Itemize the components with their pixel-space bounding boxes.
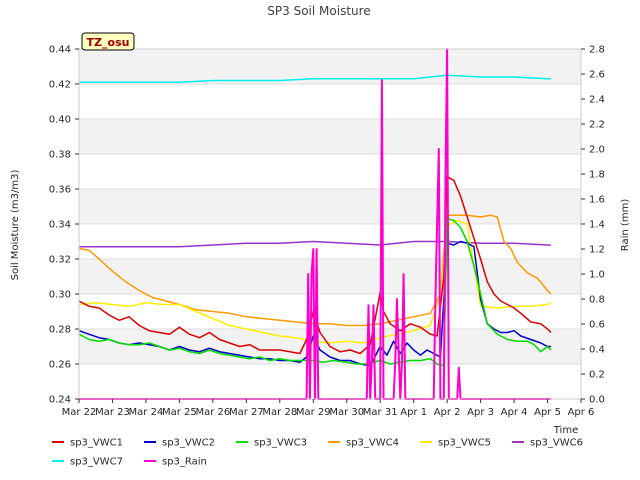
site-tag-box [81, 32, 135, 51]
plot-band [79, 119, 581, 154]
series-layer [78, 48, 552, 400]
site-tag-label: TZ_osu [87, 36, 130, 49]
y-tick-label: 0.30 [49, 290, 71, 301]
legend-item-sp3-vwc5: sp3_VWC5 [420, 438, 491, 449]
y-tick-label: 0.38 [49, 150, 71, 161]
x-tick-label: Mar 30 [329, 407, 364, 418]
x-tick-label: Apr 3 [467, 407, 494, 418]
y2-axis-label: Rain (mm) [620, 199, 631, 252]
y2-tick-label: 2.2 [589, 120, 605, 131]
y2-tick-label: 2.0 [589, 145, 605, 156]
y2-tick-label: 1.8 [589, 170, 605, 181]
legend-label: sp3_VWC7 [70, 457, 123, 468]
x-tick-label: Apr 2 [434, 407, 461, 418]
x-tick-label: Apr 4 [501, 407, 528, 418]
x-tick-label: Apr 5 [534, 407, 561, 418]
legend: sp3_VWC1 sp3_VWC2 sp3_VWC3 sp3_VWC4 sp3_VWC5… [52, 438, 583, 468]
legend-label: sp3_VWC2 [162, 438, 215, 449]
y2-tick-label: 1.4 [589, 220, 605, 231]
x-tick-label: Apr 6 [568, 407, 595, 418]
y-axis-right: 0.0 0.2 0.4 0.6 0.8 1.0 1.2 1.4 1.6 1.8 2.0 2.2 2.4 2… [581, 45, 605, 406]
x-tick-label: Mar 31 [363, 407, 398, 418]
y-tick-label: 0.28 [49, 325, 71, 336]
legend-item-sp3-vwc1: sp3_VWC1 [52, 438, 123, 449]
chart-title: SP3 Soil Moisture [267, 4, 370, 18]
plot-band [79, 189, 581, 224]
y2-tick-label: 2.6 [589, 70, 605, 81]
legend-item-sp3-vwc2: sp3_VWC2 [144, 438, 215, 449]
series-line-sp3-vwc3 [78, 217, 552, 367]
x-tick-label: Mar 29 [296, 407, 331, 418]
y-tick-label: 0.26 [49, 360, 71, 371]
y-tick-label: 0.24 [49, 395, 71, 406]
y2-tick-label: 1.2 [589, 245, 605, 256]
y2-tick-label: 1.0 [589, 270, 605, 281]
series-line-sp3-vwc7 [79, 74, 551, 84]
legend-label: sp3_Rain [162, 457, 207, 468]
y-tick-label: 0.34 [49, 220, 71, 231]
x-tick-label: Mar 25 [162, 407, 197, 418]
legend-label: sp3_VWC6 [530, 438, 583, 449]
y-axis-left: 0.24 0.26 0.28 0.30 0.32 0.34 0.36 0.38 0.40 0.42… [49, 45, 79, 406]
legend-item-sp3-rain: sp3_Rain [144, 457, 207, 468]
y-tick-label: 0.40 [49, 115, 71, 126]
y2-tick-label: 0.6 [589, 320, 605, 331]
x-tick-label: Mar 26 [195, 407, 230, 418]
site-tag: TZ_osu [81, 32, 135, 51]
series-line-sp3-vwc6 [79, 240, 551, 248]
legend-label: sp3_VWC1 [70, 438, 123, 449]
y-tick-label: 0.32 [49, 255, 71, 266]
x-tick-label: Mar 22 [62, 407, 97, 418]
series-line-sp3-vwc5 [78, 219, 552, 344]
legend-label: sp3_VWC4 [346, 438, 399, 449]
legend-item-sp3-vwc6: sp3_VWC6 [512, 438, 583, 449]
x-tick-label: Mar 24 [129, 407, 164, 418]
series-line-sp3-rain [79, 48, 551, 400]
legend-item-sp3-vwc3: sp3_VWC3 [236, 438, 307, 449]
y2-tick-label: 0.8 [589, 295, 605, 306]
series-line-sp3-vwc4 [78, 214, 552, 327]
series-line-sp3-vwc1 [78, 176, 552, 355]
x-axis-label: Time [553, 425, 578, 436]
x-tick-label: Mar 28 [262, 407, 297, 418]
legend-label: sp3_VWC3 [254, 438, 307, 449]
legend-item-sp3-vwc4: sp3_VWC4 [328, 438, 399, 449]
y2-tick-label: 1.6 [589, 195, 605, 206]
y-tick-label: 0.44 [49, 45, 71, 56]
x-tick-label: Mar 27 [229, 407, 264, 418]
y2-tick-label: 2.8 [589, 45, 605, 56]
y2-tick-label: 0.2 [589, 370, 605, 381]
y2-tick-label: 0.4 [589, 345, 605, 356]
legend-item-sp3-vwc7: sp3_VWC7 [52, 457, 123, 468]
y-axis-label: Soil Moisture (m3/m3) [10, 170, 21, 281]
y-tick-label: 0.42 [49, 80, 71, 91]
x-tick-label: Mar 23 [95, 407, 130, 418]
x-tick-label: Apr 1 [400, 407, 427, 418]
y2-tick-label: 2.4 [589, 95, 605, 106]
legend-label: sp3_VWC5 [438, 438, 491, 449]
y-tick-label: 0.36 [49, 185, 71, 196]
y2-tick-label: 0.0 [589, 395, 605, 406]
plot-band [79, 259, 581, 294]
